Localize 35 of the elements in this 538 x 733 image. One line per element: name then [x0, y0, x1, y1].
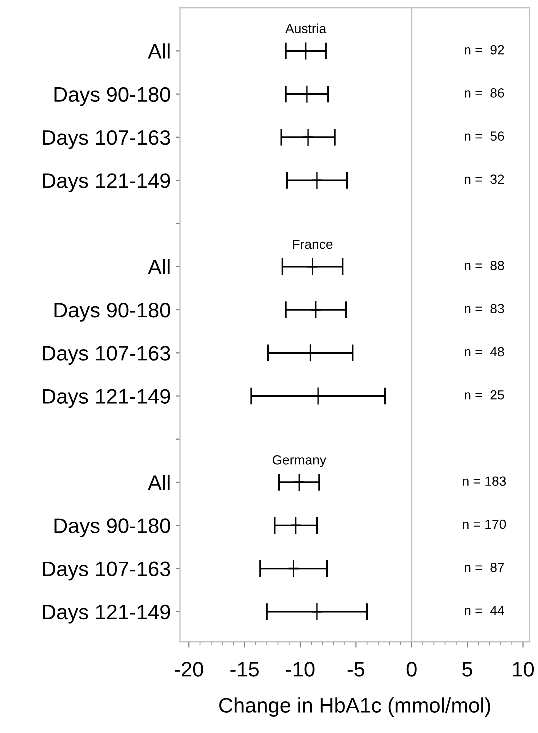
x-tick-label: 5 [462, 662, 472, 677]
x-tick-label: -5 [348, 662, 365, 677]
annotation: n = 86 [464, 88, 504, 98]
annotation: n = 183 [463, 476, 506, 486]
y-tick-label: Days 90-180 [54, 87, 170, 106]
annotation: n = 87 [464, 562, 504, 572]
annotation: n = 25 [464, 390, 504, 400]
y-tick-label: Days 121-149 [43, 604, 170, 624]
y-tick-label: Days 121-149 [43, 174, 170, 192]
x-tick-label: -10 [286, 662, 315, 677]
annotation: n = 48 [464, 347, 504, 357]
annotation: n = 44 [464, 606, 504, 616]
annotation: Germany [272, 455, 326, 468]
annotation: n = 88 [464, 261, 504, 270]
annotation: France [293, 240, 333, 250]
y-tick-label: All [148, 44, 170, 59]
y-tick-label: All [148, 474, 170, 490]
y-tick-label: Days 107-163 [43, 562, 170, 581]
y-tick-label: Days 107-163 [43, 130, 170, 150]
annotation: n = 170 [463, 520, 506, 530]
y-tick-label: All [148, 259, 170, 274]
annotation: Austria [286, 24, 327, 34]
annotation: n = 83 [464, 304, 504, 314]
y-tick-label: Days 90-180 [54, 302, 170, 322]
annotation: n = 56 [464, 132, 504, 141]
y-tick-label: Days 107-163 [43, 346, 170, 365]
y-tick-label: Days 121-149 [43, 389, 170, 408]
annotation: n = 92 [464, 45, 504, 55]
x-tick-label: -15 [230, 662, 260, 677]
y-tick-label: Days 90-180 [54, 518, 170, 538]
x-tick-label: 10 [513, 662, 534, 677]
x-tick-label: -20 [175, 662, 204, 677]
x-tick-label: 0 [406, 662, 417, 677]
x-axis-title: Change in HbA1c (mmol/mol) [220, 698, 490, 718]
annotation: n = 32 [464, 174, 504, 184]
